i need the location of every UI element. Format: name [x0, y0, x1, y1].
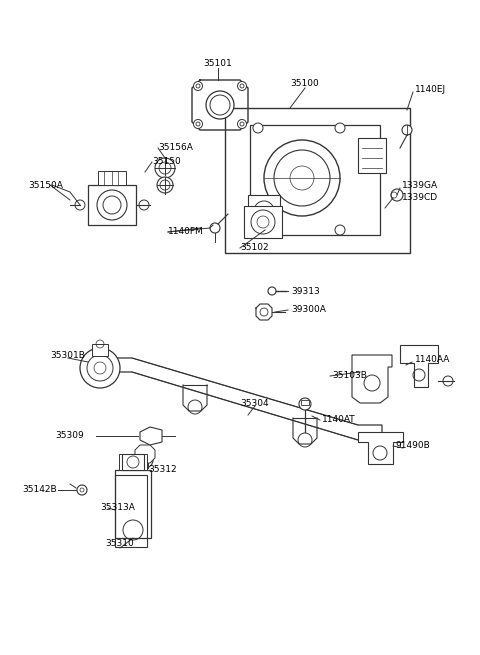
Circle shape: [97, 190, 127, 220]
Polygon shape: [400, 345, 438, 387]
Circle shape: [238, 119, 247, 128]
Text: 39313: 39313: [291, 288, 320, 297]
Circle shape: [157, 177, 173, 193]
Text: 35313A: 35313A: [100, 504, 135, 512]
Text: 1140AA: 1140AA: [415, 356, 450, 364]
Bar: [358, 138, 386, 173]
Text: 35101: 35101: [204, 59, 232, 68]
Circle shape: [253, 225, 263, 235]
Circle shape: [193, 81, 203, 90]
Bar: [88, 185, 136, 225]
Circle shape: [335, 225, 345, 235]
Polygon shape: [352, 355, 392, 403]
Polygon shape: [108, 358, 382, 440]
Text: 1339CD: 1339CD: [402, 193, 438, 202]
Text: 35150A: 35150A: [28, 181, 63, 189]
Bar: [250, 125, 380, 235]
Circle shape: [75, 200, 85, 210]
Text: 35150: 35150: [152, 157, 181, 166]
Circle shape: [77, 485, 87, 495]
Text: 35100: 35100: [290, 79, 319, 88]
Text: 35312: 35312: [148, 466, 177, 474]
Circle shape: [402, 125, 412, 135]
Bar: [244, 206, 282, 238]
Text: 39300A: 39300A: [291, 305, 326, 314]
Circle shape: [253, 123, 263, 133]
Text: 35310: 35310: [106, 539, 134, 548]
Text: 1140EJ: 1140EJ: [415, 86, 446, 94]
Bar: [119, 454, 147, 470]
Text: 91490B: 91490B: [395, 441, 430, 449]
Text: 35304: 35304: [240, 399, 269, 408]
Text: 35102: 35102: [240, 244, 269, 252]
Text: 35309: 35309: [55, 430, 84, 440]
Circle shape: [137, 452, 153, 468]
Bar: [98, 171, 126, 185]
Circle shape: [210, 223, 220, 233]
Text: 35156A: 35156A: [158, 143, 193, 153]
Bar: [122, 454, 144, 470]
Circle shape: [443, 376, 453, 386]
Circle shape: [335, 123, 345, 133]
Text: 1140AT: 1140AT: [322, 415, 356, 424]
Bar: [115, 470, 151, 538]
Polygon shape: [358, 432, 403, 464]
Text: 35142B: 35142B: [22, 485, 57, 495]
Text: 35103B: 35103B: [332, 371, 367, 379]
Polygon shape: [140, 427, 162, 445]
Circle shape: [206, 91, 234, 119]
Bar: [301, 400, 309, 405]
Bar: [225, 108, 410, 253]
Circle shape: [299, 398, 311, 410]
Text: 35301B: 35301B: [50, 351, 85, 360]
Circle shape: [139, 200, 149, 210]
Circle shape: [193, 119, 203, 128]
Circle shape: [80, 348, 120, 388]
Polygon shape: [135, 445, 155, 463]
Text: 1339GA: 1339GA: [402, 181, 438, 189]
Circle shape: [391, 189, 403, 201]
Bar: [248, 195, 280, 225]
Bar: [115, 475, 147, 547]
Circle shape: [264, 140, 340, 216]
Circle shape: [238, 81, 247, 90]
Text: 1140FM: 1140FM: [168, 227, 204, 236]
Circle shape: [268, 287, 276, 295]
Circle shape: [155, 158, 175, 178]
Bar: [92, 344, 108, 356]
